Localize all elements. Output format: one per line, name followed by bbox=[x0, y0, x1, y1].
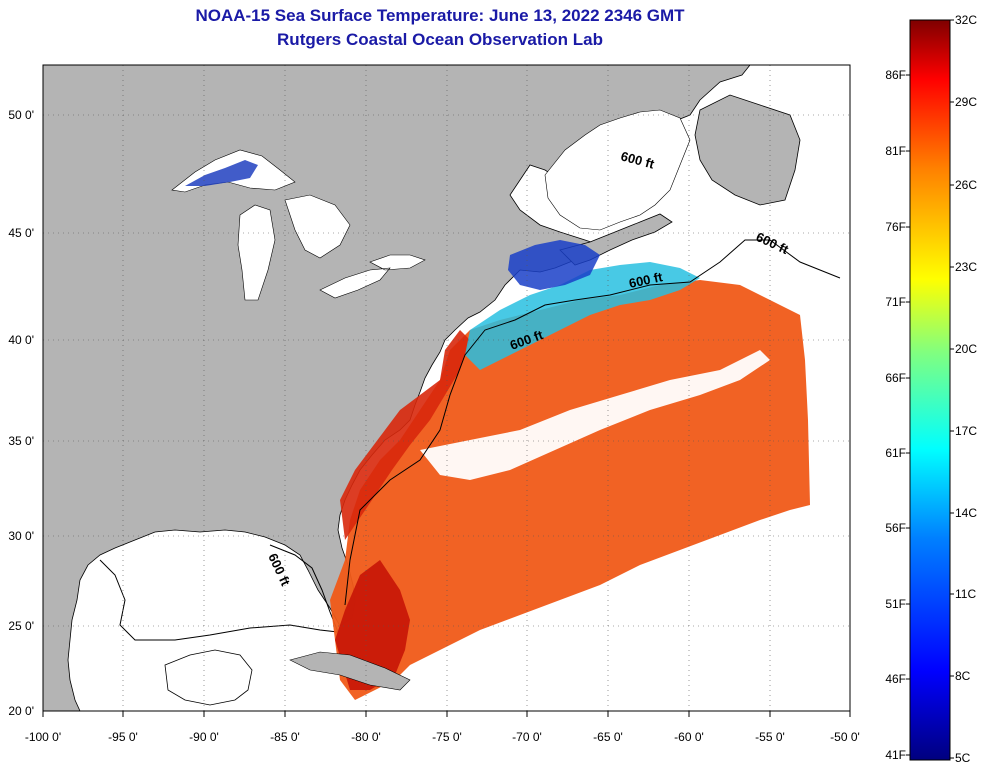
lon-label: -95 0' bbox=[108, 730, 138, 744]
lat-label: 25 0' bbox=[8, 619, 34, 633]
contour-600ft-atlantic bbox=[344, 239, 841, 606]
lat-label: 50 0' bbox=[8, 108, 34, 122]
colorbar-f-label: 71F bbox=[885, 295, 906, 309]
lon-label: -85 0' bbox=[270, 730, 300, 744]
gulf-st-lawrence bbox=[544, 109, 691, 231]
sst-clouds-white bbox=[420, 350, 770, 480]
lake-erie-ontario bbox=[319, 254, 426, 299]
lon-label: -50 0' bbox=[830, 730, 860, 744]
lon-label: -90 0' bbox=[189, 730, 219, 744]
yucatan-outline bbox=[164, 649, 253, 706]
tick-marks bbox=[42, 711, 851, 717]
lat-label: 40 0' bbox=[8, 333, 34, 347]
sst-cold-gulf-of-maine bbox=[508, 240, 600, 290]
land-newfoundland bbox=[694, 94, 801, 206]
gulf-shelf-contour bbox=[99, 544, 339, 641]
colorbar-c-label: 20C bbox=[955, 342, 978, 356]
lon-label: -65 0' bbox=[593, 730, 623, 744]
colorbar-ticks bbox=[906, 19, 954, 759]
sst-lake-superior-cold bbox=[185, 160, 258, 186]
lon-label: -60 0' bbox=[674, 730, 704, 744]
lat-label: 45 0' bbox=[8, 226, 34, 240]
lat-label: 30 0' bbox=[8, 529, 34, 543]
colorbar-f-label: 86F bbox=[885, 68, 906, 82]
sst-gulf-stream bbox=[340, 330, 470, 540]
colorbar-c-label: 26C bbox=[955, 178, 978, 192]
colorbar-f-label: 56F bbox=[885, 521, 906, 535]
colorbar-c-label: 8C bbox=[955, 669, 971, 683]
map-title: NOAA-15 Sea Surface Temperature: June 13… bbox=[195, 6, 685, 25]
sst-cool-band bbox=[465, 262, 700, 370]
colorbar-f-label: 61F bbox=[885, 446, 906, 460]
colorbar-c-label: 5C bbox=[955, 751, 971, 765]
colorbar-f-label: 46F bbox=[885, 672, 906, 686]
lon-label: -75 0' bbox=[432, 730, 462, 744]
lon-label: -100 0' bbox=[24, 730, 62, 744]
lon-label: -55 0' bbox=[755, 730, 785, 744]
colorbar-c-label: 29C bbox=[955, 95, 978, 109]
lon-label: -70 0' bbox=[512, 730, 542, 744]
map-subtitle: Rutgers Coastal Ocean Observation Lab bbox=[277, 30, 603, 49]
contour-label: 600 ft bbox=[628, 269, 665, 291]
colorbar-c-label: 23C bbox=[955, 260, 978, 274]
colorbar-f-label: 66F bbox=[885, 371, 906, 385]
lake-michigan-huron bbox=[237, 194, 351, 301]
colorbar-f-label: 41F bbox=[885, 748, 906, 762]
land-cuba bbox=[289, 651, 411, 691]
colorbar-c-label: 11C bbox=[955, 587, 977, 601]
colorbar-c-label: 17C bbox=[955, 424, 978, 438]
colorbar-f-label: 51F bbox=[885, 597, 906, 611]
lat-label: 20 0' bbox=[8, 704, 34, 718]
colorbar-f-label: 76F bbox=[885, 220, 906, 234]
colorbar-c-label: 32C bbox=[955, 13, 978, 27]
lat-label: 35 0' bbox=[8, 434, 34, 448]
lon-label: -80 0' bbox=[351, 730, 381, 744]
colorbar-c-label: 14C bbox=[955, 506, 978, 520]
colorbar bbox=[909, 19, 951, 761]
colorbar-f-label: 81F bbox=[885, 144, 906, 158]
